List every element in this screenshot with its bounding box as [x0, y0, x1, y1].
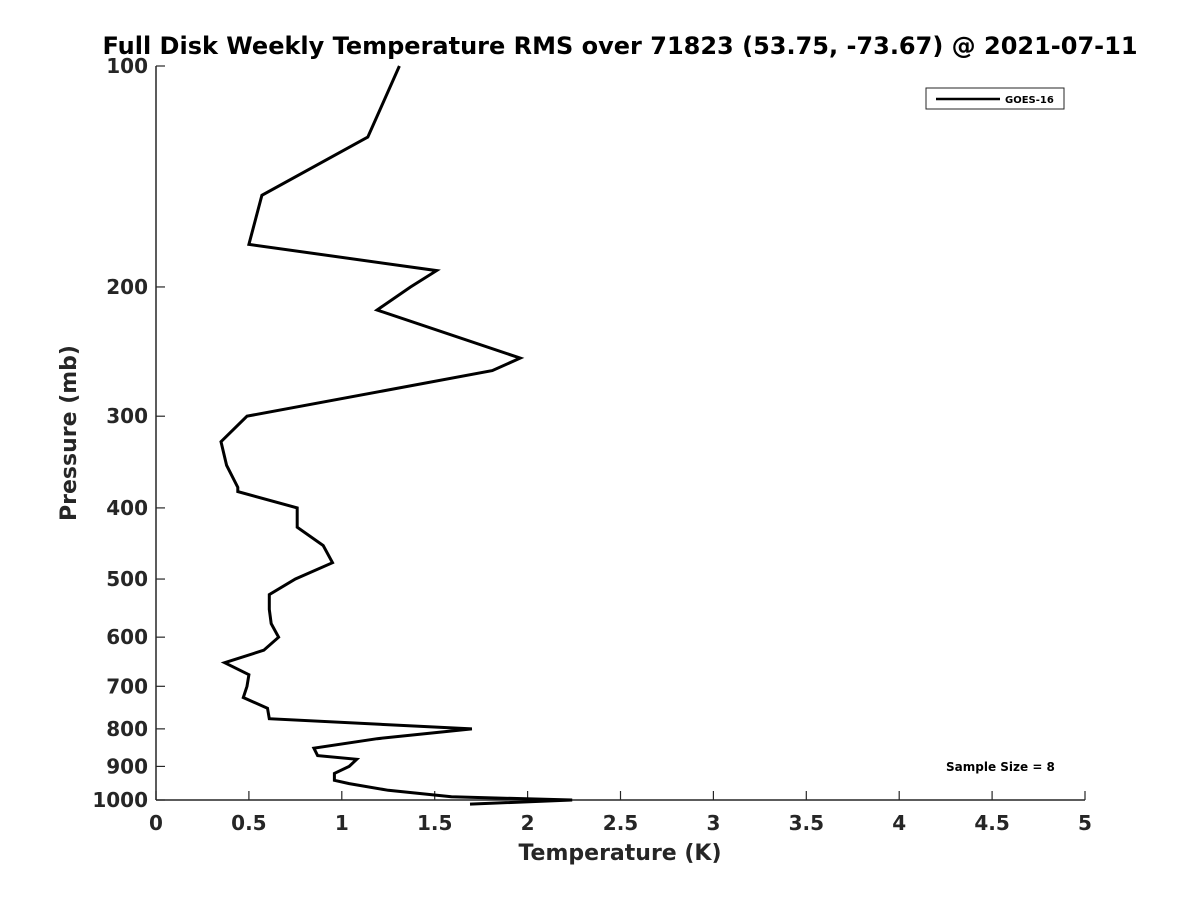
y-tick-label: 200 — [106, 275, 148, 299]
legend: GOES-16 — [925, 87, 1065, 110]
y-axis-label: Pressure (mb) — [57, 345, 82, 521]
x-tick-label: 1.5 — [417, 811, 452, 835]
x-tick-label: 4.5 — [974, 811, 1009, 835]
y-tick-label: 600 — [106, 625, 148, 649]
y-ticks: 100 200 300 400 500 600 700 800 900 1000 — [92, 54, 165, 812]
x-tick-label: 2.5 — [603, 811, 638, 835]
legend-label-goes-16: GOES-16 — [1005, 95, 1054, 106]
x-axis-label: Temperature (K) — [518, 841, 721, 866]
y-tick-label: 700 — [106, 674, 148, 698]
x-tick-label: 4 — [892, 811, 906, 835]
y-tick-label: 100 — [106, 54, 148, 78]
y-tick-label: 500 — [106, 567, 148, 591]
x-tick-label: 0.5 — [231, 811, 266, 835]
y-tick-label: 800 — [106, 717, 148, 741]
chart-title: Full Disk Weekly Temperature RMS over 71… — [102, 32, 1137, 60]
x-tick-label: 5 — [1078, 811, 1092, 835]
x-tick-label: 3.5 — [789, 811, 824, 835]
x-tick-label: 1 — [335, 811, 349, 835]
x-ticks: 0 0.5 1 1.5 2 2.5 3 3.5 4 4.5 5 — [149, 791, 1092, 835]
x-tick-label: 3 — [706, 811, 720, 835]
y-tick-label: 1000 — [92, 788, 148, 812]
y-tick-label: 300 — [106, 404, 148, 428]
sample-size-annotation: Sample Size = 8 — [946, 760, 1055, 774]
y-tick-label: 900 — [106, 754, 148, 778]
series-group — [219, 65, 573, 806]
x-tick-label: 2 — [521, 811, 535, 835]
series-line-goes-16 — [219, 65, 573, 806]
x-tick-label: 0 — [149, 811, 163, 835]
y-tick-label: 400 — [106, 496, 148, 520]
